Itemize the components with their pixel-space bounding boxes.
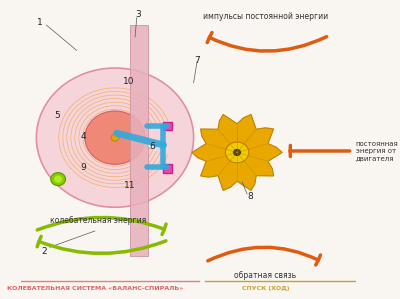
- FancyBboxPatch shape: [164, 122, 172, 130]
- Circle shape: [85, 111, 145, 164]
- FancyBboxPatch shape: [130, 25, 148, 256]
- Circle shape: [54, 176, 62, 183]
- Text: 7: 7: [194, 56, 200, 65]
- Text: 8: 8: [248, 192, 253, 202]
- Circle shape: [225, 142, 249, 163]
- Text: СПУСК (ХОД): СПУСК (ХОД): [242, 286, 289, 291]
- Text: импульсы постоянной энергии: импульсы постоянной энергии: [203, 12, 328, 21]
- Text: колебательная энергия: колебательная энергия: [50, 216, 146, 225]
- Text: 9: 9: [80, 163, 86, 172]
- Text: постоянная
энергия от
двигателя: постоянная энергия от двигателя: [356, 141, 399, 161]
- Polygon shape: [192, 115, 282, 190]
- Circle shape: [36, 68, 194, 207]
- Text: 6: 6: [149, 142, 155, 151]
- Circle shape: [233, 149, 241, 156]
- Circle shape: [111, 134, 119, 141]
- Text: 1: 1: [37, 18, 42, 27]
- Text: 4: 4: [80, 132, 86, 141]
- Circle shape: [51, 173, 66, 186]
- Text: 5: 5: [54, 111, 60, 120]
- Text: 11: 11: [124, 181, 136, 190]
- Text: КОЛЕБАТЕЛЬНАЯ СИСТЕМА «БАЛАНС-СПИРАЛЬ»: КОЛЕБАТЕЛЬНАЯ СИСТЕМА «БАЛАНС-СПИРАЛЬ»: [7, 286, 183, 291]
- FancyBboxPatch shape: [164, 164, 172, 173]
- Text: 2: 2: [41, 247, 47, 256]
- Text: 10: 10: [123, 77, 134, 86]
- Circle shape: [148, 141, 156, 149]
- Text: 3: 3: [135, 10, 141, 19]
- Text: обратная связь: обратная связь: [234, 271, 296, 280]
